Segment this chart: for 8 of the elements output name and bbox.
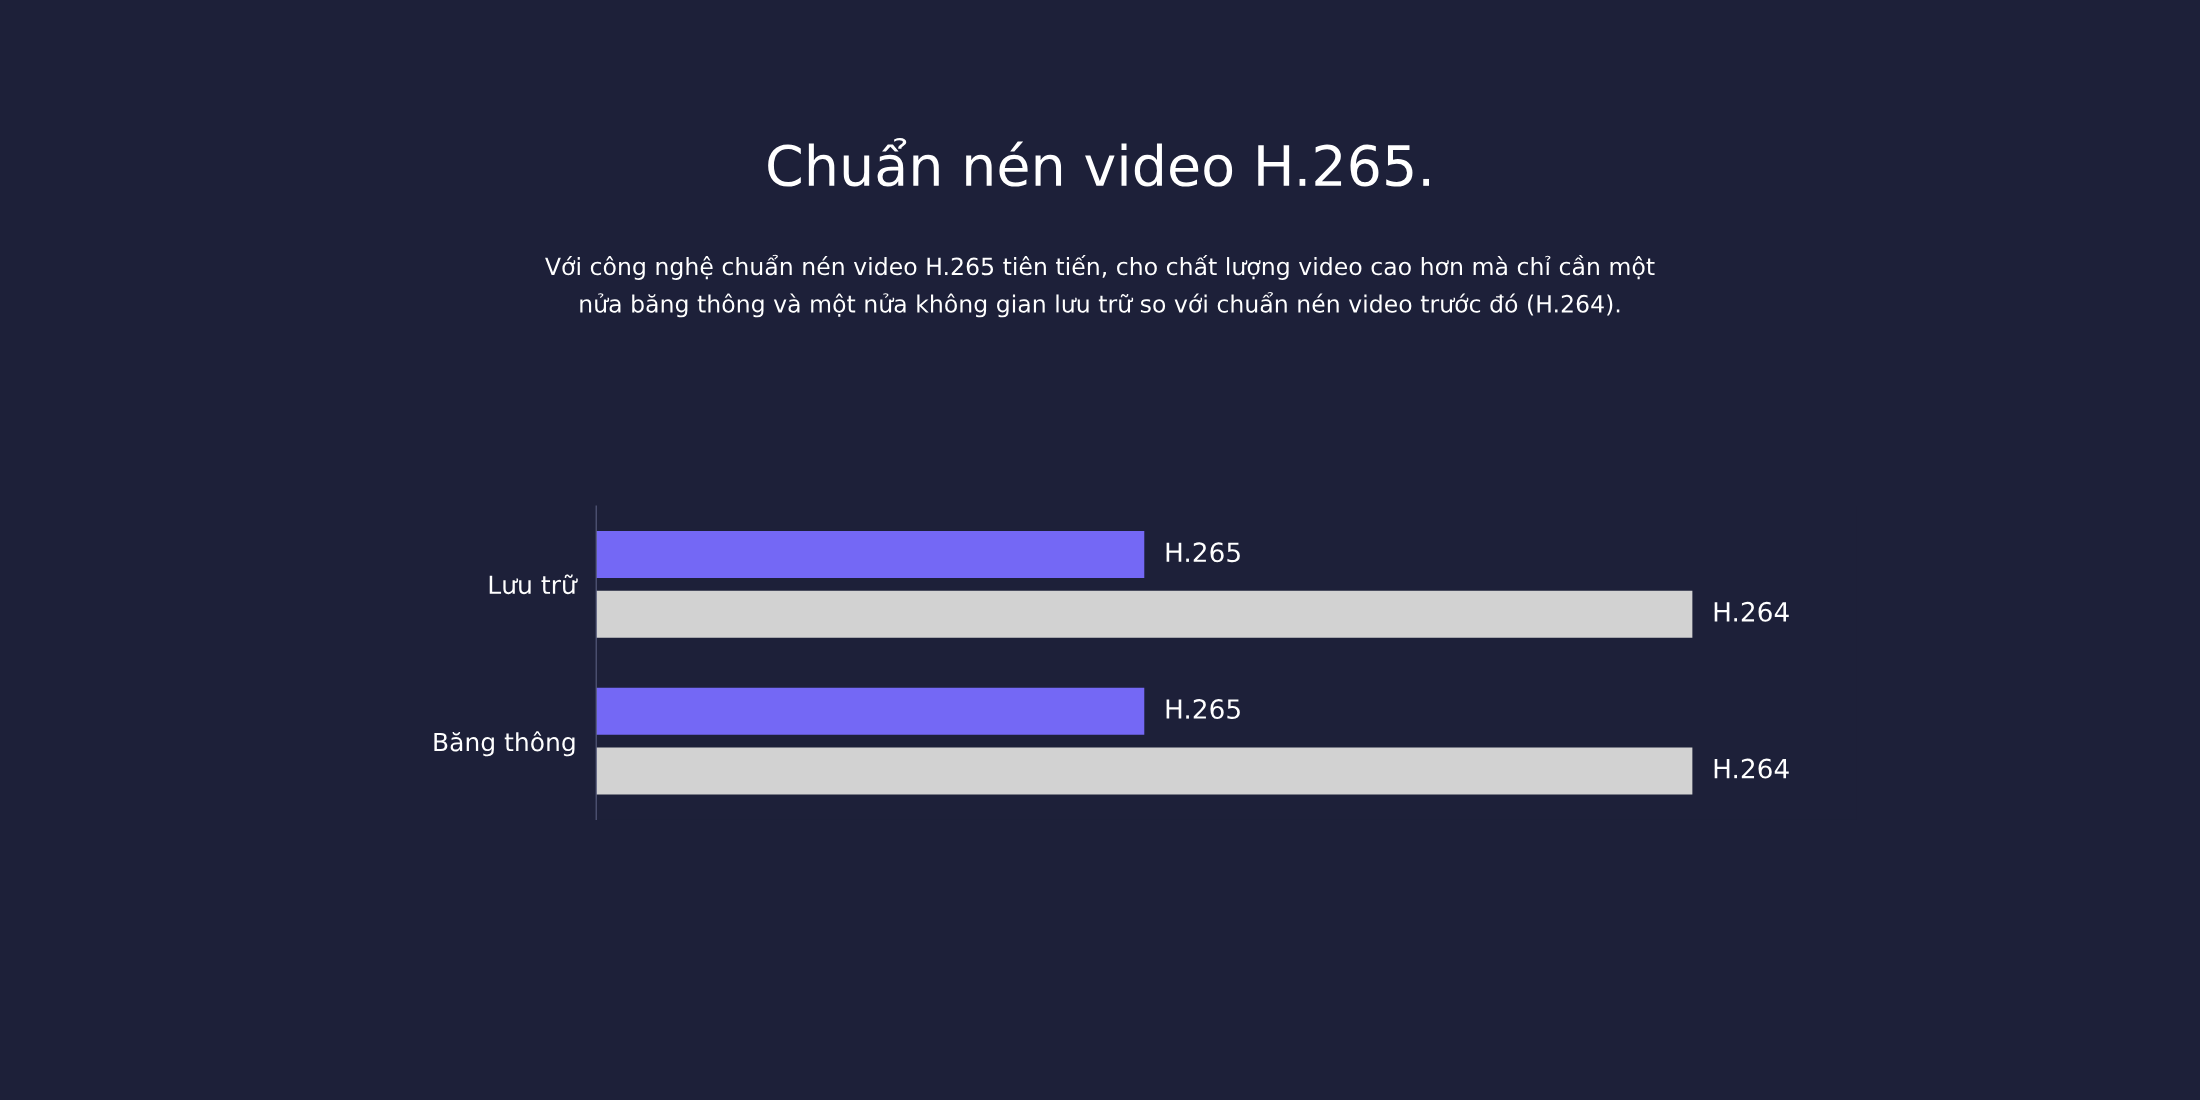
y-tick-label: Băng thông (434, 731, 575, 757)
y-tick-label: Lưu trữ (489, 574, 578, 595)
chart-subtitle: Với công nghệ chuẩn nén video H.265 tiên tiến, cho chất lượng video cao hơn mà chỉ cần một nửa băng thông và một nửa không gian lưu trữ so với chuẩn nén video trước đó (H.264). (545, 254, 1655, 318)
series-label: H.265 (1166, 542, 1240, 563)
chart-title: Chuẩn nén video H.265. (768, 138, 1429, 187)
text: H.264 (1714, 758, 1789, 779)
series-label: H.264 (1714, 601, 1789, 622)
text: H.265 (1166, 699, 1240, 719)
